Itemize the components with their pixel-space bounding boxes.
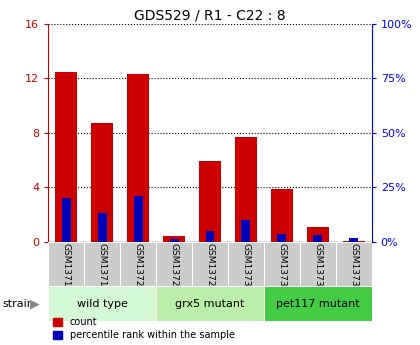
Bar <box>170 239 178 241</box>
Bar <box>277 234 286 242</box>
Bar <box>264 286 372 321</box>
Bar <box>134 196 143 241</box>
Bar <box>156 286 264 321</box>
Text: strain: strain <box>2 299 34 308</box>
Bar <box>349 238 358 241</box>
Text: pet117 mutant: pet117 mutant <box>276 299 360 308</box>
Bar <box>156 241 192 286</box>
Bar <box>84 241 120 286</box>
Bar <box>205 230 215 241</box>
Bar <box>199 161 221 242</box>
Bar <box>241 220 250 242</box>
Text: GSM13717: GSM13717 <box>62 243 71 292</box>
Text: GSM13732: GSM13732 <box>277 243 286 292</box>
Bar <box>98 213 107 242</box>
Bar <box>264 241 300 286</box>
Text: GSM13734: GSM13734 <box>349 243 358 292</box>
Text: GSM13729: GSM13729 <box>205 243 215 292</box>
Text: GSM13730: GSM13730 <box>241 243 250 292</box>
Text: GSM13722: GSM13722 <box>134 243 143 292</box>
Bar <box>55 72 77 242</box>
Bar <box>192 241 228 286</box>
Bar <box>271 188 293 241</box>
Bar <box>336 241 372 286</box>
Bar <box>313 235 322 242</box>
Bar <box>120 241 156 286</box>
Bar <box>300 241 336 286</box>
Text: grx5 mutant: grx5 mutant <box>175 299 245 308</box>
Bar <box>92 123 113 242</box>
Bar <box>48 241 84 286</box>
Legend: count, percentile rank within the sample: count, percentile rank within the sample <box>53 317 235 340</box>
Bar <box>307 227 328 242</box>
Bar <box>228 241 264 286</box>
Text: GSM13727: GSM13727 <box>170 243 178 292</box>
Bar <box>163 236 185 241</box>
Bar <box>235 137 257 242</box>
Text: wild type: wild type <box>77 299 128 308</box>
Text: GSM13719: GSM13719 <box>98 243 107 292</box>
Bar <box>62 198 71 241</box>
Text: GDS529 / R1 - C22 : 8: GDS529 / R1 - C22 : 8 <box>134 9 286 23</box>
Text: ▶: ▶ <box>30 297 39 310</box>
Bar <box>127 75 149 242</box>
Text: GSM13733: GSM13733 <box>313 243 322 292</box>
Bar <box>48 286 156 321</box>
